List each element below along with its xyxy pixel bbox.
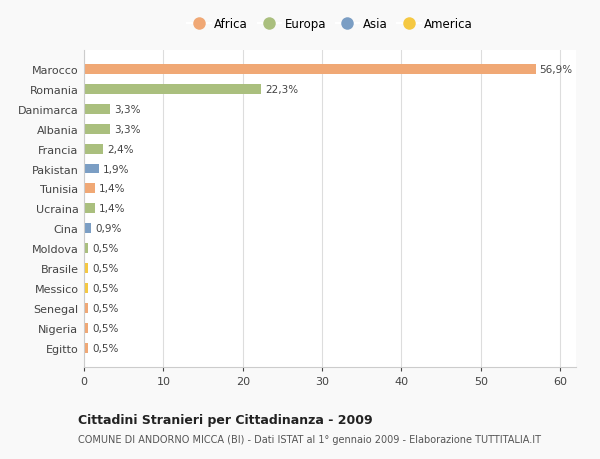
Bar [84,124,110,134]
Text: 3,3%: 3,3% [114,124,140,134]
Bar [84,164,99,174]
Text: COMUNE DI ANDORNO MICCA (BI) - Dati ISTAT al 1° gennaio 2009 - Elaborazione TUTT: COMUNE DI ANDORNO MICCA (BI) - Dati ISTA… [78,434,541,444]
Text: 1,4%: 1,4% [99,184,125,194]
Legend: Africa, Europa, Asia, America: Africa, Europa, Asia, America [187,18,473,31]
Text: Cittadini Stranieri per Cittadinanza - 2009: Cittadini Stranieri per Cittadinanza - 2… [78,413,373,426]
Bar [84,343,88,353]
Bar [84,303,88,313]
Text: 0,5%: 0,5% [92,244,118,253]
Bar [84,224,91,234]
Bar [84,263,88,274]
Bar [84,144,103,154]
Text: 1,4%: 1,4% [99,204,125,214]
Text: 0,5%: 0,5% [92,263,118,274]
Text: 0,5%: 0,5% [92,303,118,313]
Bar [84,65,536,75]
Text: 22,3%: 22,3% [265,85,298,95]
Bar [84,244,88,253]
Bar [84,85,261,95]
Bar [84,184,95,194]
Text: 0,5%: 0,5% [92,323,118,333]
Bar [84,323,88,333]
Text: 0,9%: 0,9% [95,224,121,234]
Text: 1,9%: 1,9% [103,164,130,174]
Text: 0,5%: 0,5% [92,343,118,353]
Bar [84,204,95,214]
Bar [84,105,110,115]
Text: 2,4%: 2,4% [107,144,134,154]
Text: 56,9%: 56,9% [539,65,572,75]
Text: 3,3%: 3,3% [114,105,140,115]
Bar [84,283,88,293]
Text: 0,5%: 0,5% [92,283,118,293]
